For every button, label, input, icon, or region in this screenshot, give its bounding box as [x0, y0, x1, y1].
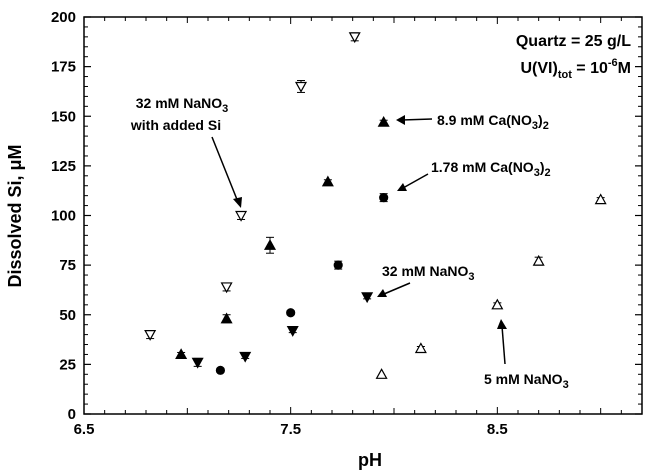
svg-text:8.9 mM Ca(NO3)2: 8.9 mM Ca(NO3)2: [437, 112, 549, 132]
series-2: [215, 193, 389, 375]
y-tick-label: 125: [51, 158, 76, 175]
y-tick-label: 75: [59, 257, 76, 274]
y-tick-label: 100: [51, 208, 76, 225]
data-point-circle-filled: [215, 365, 225, 375]
data-point-triangle-down-filled: [361, 292, 374, 304]
y-tick-label: 0: [68, 406, 76, 423]
series-1: [175, 115, 390, 360]
data-point-triangle-up-filled: [175, 348, 188, 360]
x-tick-label: 7.5: [280, 421, 301, 438]
y-tick-label: 50: [59, 307, 76, 324]
y-axis-label: Dissolved Si, μM: [5, 144, 25, 287]
data-point-triangle-up-open: [375, 368, 388, 379]
data-point-triangle-down-filled: [239, 351, 252, 363]
data-point-triangle-down-open: [144, 330, 157, 341]
svg-text:32 mM NaNO3: 32 mM NaNO3: [382, 263, 474, 283]
annotation-1-78mm-caNO3: 1.78 mM Ca(NO3)2: [397, 159, 551, 191]
axis-ticks: 0 25 50 75 100 125 150 175 200 6.5 7.5 8.5: [51, 9, 643, 438]
x-axis-label: pH: [358, 450, 382, 470]
annotation-32mm-nano3-added-si: 32 mM NaNO3 with added Si: [130, 95, 242, 208]
info-line-1: Quartz = 25 g/L: [516, 33, 631, 50]
data-point-circle-filled: [333, 260, 343, 270]
data-point-triangle-up-filled: [263, 239, 277, 250]
x-tick-label: 6.5: [74, 421, 95, 438]
x-tick-label: 8.5: [487, 421, 508, 438]
data-point-triangle-up-open: [491, 298, 504, 310]
svg-text:32 mM NaNO3: 32 mM NaNO3: [136, 95, 228, 115]
data-point-triangle-up-open: [414, 342, 427, 354]
data-point-triangle-down-filled: [191, 357, 204, 369]
data-point-triangle-down-open: [220, 282, 233, 294]
data-points: [144, 32, 607, 379]
svg-text:with added Si: with added Si: [130, 117, 221, 133]
data-point-circle-filled: [379, 193, 389, 203]
data-point-triangle-down-open: [235, 210, 248, 222]
y-tick-label: 200: [51, 9, 76, 26]
svg-text:1.78 mM Ca(NO3)2: 1.78 mM Ca(NO3)2: [431, 159, 551, 179]
data-point-circle-filled: [286, 308, 296, 318]
y-tick-label: 25: [59, 356, 76, 373]
data-point-triangle-up-filled: [220, 312, 233, 324]
data-point-triangle-up-open: [594, 193, 607, 205]
annotation-32mm-nano3: 32 mM NaNO3: [377, 263, 474, 297]
info-line-2: U(VI)tot = 10-6M: [520, 57, 631, 81]
annotation-8-9mm-caNO3: 8.9 mM Ca(NO3)2: [396, 112, 549, 132]
data-point-triangle-up-filled: [321, 175, 334, 187]
series-4: [375, 193, 607, 379]
data-point-triangle-down-open: [348, 32, 361, 44]
series-3: [191, 292, 374, 369]
series-0: [144, 32, 361, 341]
y-tick-label: 150: [51, 108, 76, 125]
data-point-triangle-down-open: [294, 81, 308, 93]
data-point-triangle-up-open: [532, 254, 545, 266]
data-point-triangle-up-filled: [377, 115, 390, 127]
y-tick-label: 175: [51, 59, 76, 76]
svg-text:5 mM NaNO3: 5 mM NaNO3: [484, 371, 569, 391]
annotation-5mm-nano3: 5 mM NaNO3: [484, 319, 569, 391]
data-point-triangle-down-filled: [286, 326, 299, 337]
